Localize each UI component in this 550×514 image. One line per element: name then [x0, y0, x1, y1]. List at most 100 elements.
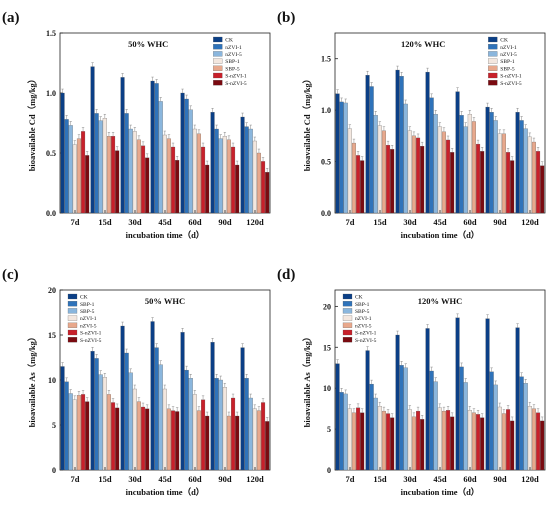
bar-s-nzvi-1-120d: [261, 161, 266, 214]
bar-s-nzvi-1-90d: [231, 146, 236, 214]
bar-sbp-5-45d: [166, 138, 171, 214]
legend-swatch-ck: [342, 293, 353, 300]
bar-sbp-1-7d: [339, 392, 344, 471]
legend-swatch-ck: [488, 36, 498, 43]
y-axis-label: bioavailable Cd（mg/kg）: [302, 75, 312, 172]
x-tick-label: 30d: [403, 217, 417, 227]
bar-ck-90d: [485, 106, 490, 214]
bar-ck-7d: [335, 363, 340, 471]
bar-ck-15d: [365, 350, 370, 471]
bar-s-nzvi-1-30d: [416, 410, 421, 471]
x-tick-label: 90d: [493, 474, 507, 484]
bar-ck-120d: [240, 116, 245, 214]
bar-sbp-5-30d: [411, 135, 416, 214]
bar-nzvi-1-30d: [399, 76, 404, 214]
bar-nzvi-5-45d: [166, 408, 171, 471]
x-tick-label: 7d: [71, 474, 80, 484]
bar-nzvi-5-30d: [411, 416, 416, 471]
bar-nzvi-5-30d: [403, 103, 408, 214]
legend-label-s-nzvi-5: S-nZVI-5: [355, 338, 377, 344]
bar-nzvi-1-7d: [64, 119, 69, 214]
bar-sbp-5-45d: [433, 381, 438, 471]
chart-panel-d: (d) 120% WHC 0 5 10 15 20 bioavailable As（mg/kg…: [277, 267, 546, 497]
bar-sbp-5-90d: [493, 384, 498, 471]
bar-sbp-1-15d: [102, 118, 107, 214]
legend-swatch-s-nzvi-5: [67, 337, 78, 343]
legend-label-nzvi-1: nZVI-1: [80, 316, 97, 322]
legend-swatch-s-nzvi-1: [342, 329, 353, 336]
legend-swatch-sbp-1: [342, 301, 353, 307]
bar-ck-45d: [425, 71, 430, 214]
bar-sbp-5-15d: [106, 136, 111, 214]
legend-swatch-sbp-5: [213, 65, 223, 71]
x-tick-label: 120d: [521, 474, 539, 484]
bar-s-nzvi-5-45d: [175, 411, 180, 471]
legend-label-sbp-1: SBP-1: [80, 302, 95, 308]
bar-nzvi-1-45d: [437, 407, 442, 471]
bar-s-nzvi-1-15d: [111, 136, 116, 214]
bar-nzvi-5-60d: [471, 412, 476, 471]
y-tick-label: 15: [48, 331, 56, 340]
y-tick-label: 5: [52, 421, 56, 430]
bar-ck-90d: [485, 318, 490, 471]
x-tick-label: 120d: [246, 217, 264, 227]
panel-c: (c) 50% WHC 0 5 10 15 20 bioavailable As（mg/kg）…: [0, 257, 275, 514]
y-tick-label: 1.5: [46, 29, 56, 38]
bar-nzvi-5-7d: [351, 412, 356, 471]
bar-nzvi-1-90d: [497, 406, 502, 471]
bar-s-nzvi-5-15d: [390, 149, 395, 214]
legend-label-sbp-5: SBP-5: [500, 66, 515, 72]
bar-nzvi-1-120d: [252, 408, 257, 471]
legend-label-sbp-1: SBP-1: [500, 59, 515, 65]
legend-label-sbp-5: SBP-5: [225, 66, 240, 72]
bar-s-nzvi-1-7d: [81, 394, 86, 471]
bar-nzvi-5-15d: [381, 410, 386, 471]
bar-nzvi-1-15d: [102, 377, 107, 471]
bar-sbp-1-30d: [407, 130, 412, 214]
bar-ck-90d: [210, 342, 215, 471]
bar-sbp-5-15d: [381, 130, 386, 214]
bar-sbp-5-120d: [256, 152, 261, 214]
bar-sbp-1-15d: [369, 383, 374, 471]
whc-annotation: 120% WHC: [418, 296, 462, 306]
y-tick-label: 1.0: [46, 89, 56, 98]
bar-s-nzvi-1-90d: [506, 152, 511, 214]
bar-nzvi-5-30d: [136, 401, 141, 471]
legend-swatch-sbp-5: [342, 308, 353, 314]
bar-s-nzvi-5-30d: [420, 419, 425, 471]
bar-nzvi-1-15d: [377, 406, 382, 471]
legend-swatch-sbp-5: [67, 308, 78, 314]
legend-label-ck: CK: [225, 38, 233, 44]
bar-sbp-5-90d: [226, 139, 231, 214]
bar-nzvi-5-90d: [501, 413, 506, 471]
bar-sbp-5-45d: [441, 131, 446, 214]
bar-sbp-1-30d: [399, 365, 404, 471]
bar-ck-120d: [515, 327, 520, 471]
bar-ck-60d: [180, 92, 185, 214]
y-tick-label: 15: [323, 343, 331, 352]
bar-sbp-1-120d: [527, 136, 532, 214]
bar-ck-7d: [335, 93, 340, 214]
legend-label-nzvi-1: nZVI-1: [500, 45, 517, 51]
bar-s-nzvi-1-60d: [476, 414, 481, 471]
legend-label-sbp-5: SBP-5: [80, 309, 95, 315]
bar-nzvi-5-90d: [493, 120, 498, 214]
bar-ck-45d: [150, 321, 155, 471]
y-tick-label: 0.5: [321, 158, 331, 167]
bar-s-nzvi-1-90d: [506, 409, 511, 471]
y-tick-label: 10: [323, 384, 331, 393]
bar-ck-60d: [455, 317, 460, 471]
x-tick-label: 90d: [493, 217, 507, 227]
legend-label-s-nzvi-1: S-nZVI-1: [225, 74, 247, 80]
x-tick-label: 45d: [433, 474, 447, 484]
legend-swatch-nzvi-1: [342, 315, 353, 321]
x-tick-label: 15d: [98, 474, 112, 484]
bar-s-nzvi-5-7d: [360, 160, 365, 214]
bar-s-nzvi-5-120d: [540, 420, 545, 471]
bar-sbp-1-90d: [214, 378, 219, 471]
bar-nzvi-5-45d: [441, 410, 446, 471]
bar-nzvi-1-30d: [124, 113, 129, 214]
bar-s-nzvi-1-45d: [446, 139, 451, 214]
